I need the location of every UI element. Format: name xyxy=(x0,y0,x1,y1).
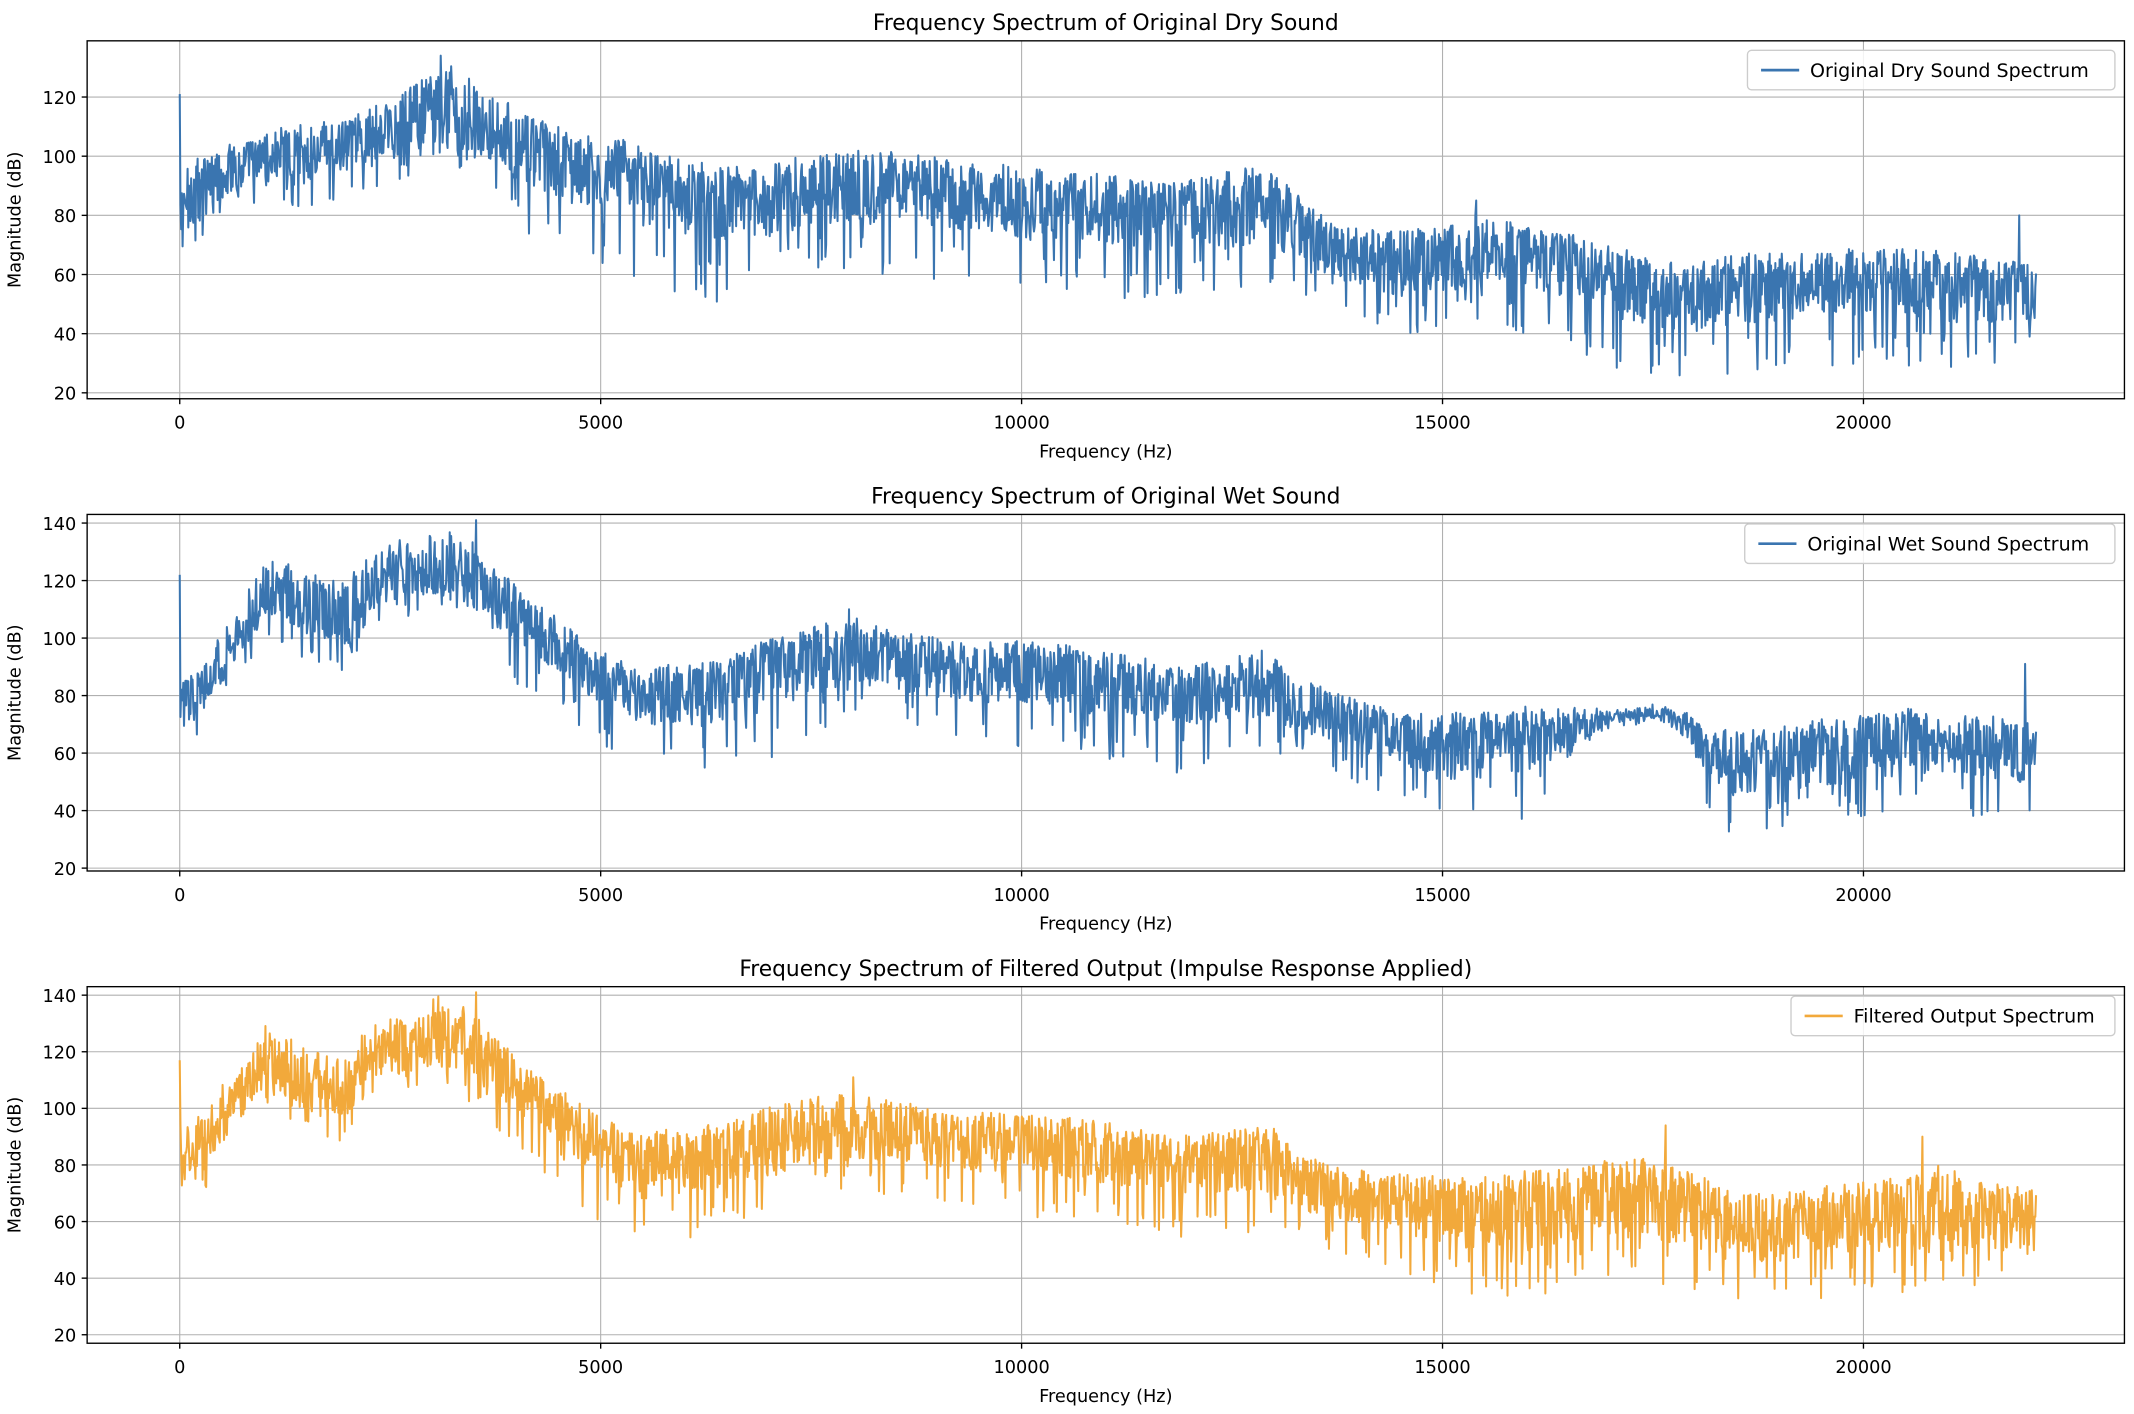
y-tick-label: 40 xyxy=(54,1270,77,1290)
chart-title: Frequency Spectrum of Original Wet Sound xyxy=(871,485,1340,510)
y-tick-label: 60 xyxy=(54,745,77,765)
x-tick-label: 5000 xyxy=(578,414,623,434)
subplot-2: 0 5000 10000 15000 20000 20 40 60 80 100 120 140 Fre… xyxy=(5,485,2126,935)
legend-box xyxy=(1744,523,2116,565)
y-tick-label: 20 xyxy=(54,1327,77,1347)
y-tick-label: 120 xyxy=(42,572,76,592)
x-tick-label: 5000 xyxy=(578,1358,623,1378)
y-axis-label: Magnitude (dB) xyxy=(5,624,25,761)
x-tick-label: 0 xyxy=(174,1358,185,1378)
x-axis-label: Frequency (Hz) xyxy=(1039,915,1172,935)
x-tick-label: 5000 xyxy=(578,886,623,906)
chart-title: Frequency Spectrum of Original Dry Sound xyxy=(873,11,1339,36)
subplot-1: 0 5000 10000 15000 20000 20 40 60 80 100 120 Freque… xyxy=(5,11,2126,462)
y-tick-label: 100 xyxy=(42,148,76,168)
axes-frame xyxy=(86,513,2126,872)
legend-box xyxy=(1746,49,2116,91)
axes-frame xyxy=(86,40,2126,400)
y-tick-label: 60 xyxy=(54,266,77,286)
x-tick-label: 10000 xyxy=(993,1358,1049,1378)
chart-title: Frequency Spectrum of Filtered Output (I… xyxy=(739,957,1472,982)
x-tick-label: 15000 xyxy=(1414,1358,1470,1378)
series-line xyxy=(178,991,2038,1300)
y-tick-label: 120 xyxy=(42,1044,76,1064)
x-tick-label: 20000 xyxy=(1835,414,1891,434)
series-line xyxy=(178,54,2038,377)
x-axis-label: Frequency (Hz) xyxy=(1039,442,1172,462)
x-tick-label: 0 xyxy=(174,414,185,434)
x-tick-label: 10000 xyxy=(993,886,1049,906)
legend-label: Original Dry Sound Spectrum xyxy=(1810,60,2089,82)
y-axis-label: Magnitude (dB) xyxy=(5,1097,25,1234)
y-tick-label: 140 xyxy=(42,515,76,535)
x-tick-label: 15000 xyxy=(1414,886,1470,906)
y-tick-label: 60 xyxy=(54,1213,77,1233)
x-tick-label: 20000 xyxy=(1835,886,1891,906)
y-tick-label: 100 xyxy=(42,630,76,650)
y-tick-label: 80 xyxy=(54,207,77,227)
legend: Original Wet Sound Spectrum xyxy=(1744,523,2116,565)
series-line xyxy=(178,519,2038,833)
y-tick-label: 40 xyxy=(54,325,77,345)
legend: Filtered Output Spectrum xyxy=(1790,995,2116,1037)
y-tick-label: 120 xyxy=(42,89,76,109)
y-tick-label: 20 xyxy=(54,860,77,880)
x-axis-label: Frequency (Hz) xyxy=(1039,1387,1172,1407)
y-tick-label: 80 xyxy=(54,687,77,707)
y-tick-label: 40 xyxy=(54,802,77,822)
legend: Original Dry Sound Spectrum xyxy=(1746,49,2116,91)
x-tick-label: 10000 xyxy=(993,414,1049,434)
legend-label: Original Wet Sound Spectrum xyxy=(1807,533,2089,555)
legend-box xyxy=(1790,995,2116,1037)
legend-label: Filtered Output Spectrum xyxy=(1854,1006,2095,1028)
y-axis-label: Magnitude (dB) xyxy=(5,152,25,288)
y-tick-label: 80 xyxy=(54,1157,77,1177)
subplot-3: 0 5000 10000 15000 20000 20 40 60 80 100 120 140 Fre… xyxy=(5,957,2126,1407)
y-tick-label: 140 xyxy=(42,987,76,1007)
y-tick-label: 100 xyxy=(42,1100,76,1120)
x-tick-label: 15000 xyxy=(1414,414,1470,434)
x-tick-label: 0 xyxy=(174,886,185,906)
x-tick-label: 20000 xyxy=(1835,1358,1891,1378)
y-tick-label: 20 xyxy=(54,385,77,405)
